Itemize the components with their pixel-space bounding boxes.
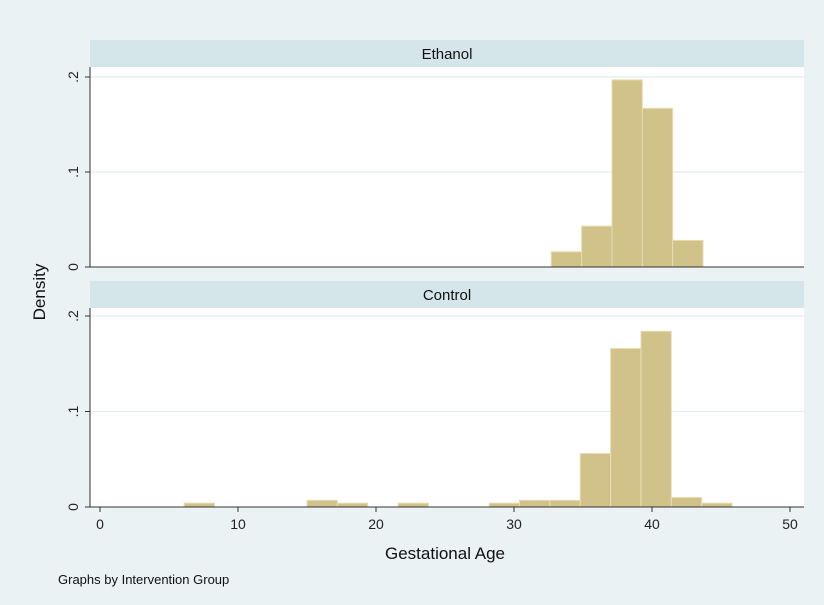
x-tick-label: 20 <box>368 516 384 532</box>
histogram-bar <box>549 499 581 508</box>
x-tick-label: 50 <box>782 516 798 532</box>
x-axis-title: Gestational Age <box>385 544 505 563</box>
histogram-bar <box>397 502 429 508</box>
y-tick-label: .2 <box>65 310 81 322</box>
panel-control: Control 0 .1 .2 <box>65 281 804 511</box>
histogram-bar <box>581 225 613 268</box>
panel-title: Control <box>423 287 471 304</box>
histogram-bar <box>611 79 643 268</box>
histogram-bar <box>183 502 216 508</box>
histogram-bar <box>306 499 338 508</box>
plot-area <box>90 67 804 267</box>
x-tick-label: 0 <box>96 516 104 532</box>
histogram-bar <box>488 502 521 508</box>
y-tick-label: .2 <box>65 71 81 83</box>
y-tick-label: .1 <box>65 166 81 178</box>
panel-ethanol: Ethanol 0 .1 .2 <box>65 40 804 271</box>
histogram-bar <box>610 347 642 508</box>
panel-strip <box>90 281 804 308</box>
x-axis: 0 10 20 30 40 50 <box>96 507 798 532</box>
panel-title: Ethanol <box>422 46 473 63</box>
plot-area <box>90 308 804 507</box>
x-tick-label: 40 <box>644 516 660 532</box>
histogram-bar <box>641 107 674 268</box>
histogram-bar <box>672 239 704 268</box>
histogram-bar <box>336 502 369 508</box>
histogram-bar <box>640 330 672 508</box>
histogram-bar <box>670 496 703 508</box>
y-axis-title: Density <box>30 263 49 320</box>
note-graphs-by: Graphs by Intervention Group <box>58 572 229 587</box>
panels: Ethanol 0 .1 .2 Control 0 .1 .2 <box>65 40 804 511</box>
y-tick-label: 0 <box>65 503 81 511</box>
histogram-bar <box>519 499 551 508</box>
histogram-bar <box>579 453 612 508</box>
x-tick-label: 30 <box>506 516 522 532</box>
y-tick-label: .1 <box>65 405 81 417</box>
x-tick-label: 10 <box>230 516 246 532</box>
histogram-bar <box>550 251 583 268</box>
panel-strip <box>90 40 804 67</box>
y-tick-label: 0 <box>65 263 81 271</box>
histogram-bar <box>701 502 733 508</box>
